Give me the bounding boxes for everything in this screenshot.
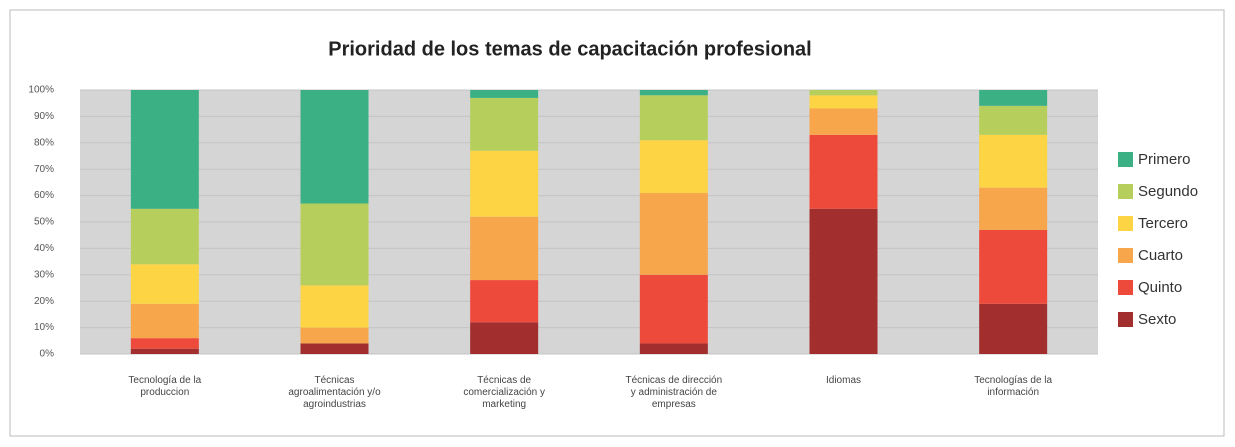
y-tick-label: 90% (34, 111, 54, 122)
legend-label: Segundo (1138, 183, 1198, 200)
bar-segment (130, 338, 199, 349)
bar-segment (639, 274, 708, 344)
legend-label: Tercero (1138, 215, 1188, 232)
bar-segment (470, 90, 539, 98)
y-tick-label: 80% (34, 137, 54, 148)
bar-segment (639, 343, 708, 354)
y-tick-label: 40% (34, 243, 54, 254)
legend-swatch (1118, 280, 1133, 295)
legend-label: Primero (1138, 151, 1191, 168)
legend-swatch (1118, 312, 1133, 327)
bar-segment (809, 208, 878, 354)
bar-segment (639, 192, 708, 275)
y-tick-label: 70% (34, 164, 54, 175)
bar-segment (979, 303, 1048, 354)
y-tick-label: 0% (40, 349, 55, 360)
x-tick-label: Técnicas agroalimentación y/o agroindustri… (288, 375, 381, 410)
bar-segment (470, 216, 539, 281)
bar-segment (979, 90, 1048, 106)
legend-swatch (1118, 248, 1133, 263)
bar-segment (300, 285, 369, 328)
x-tick-label: Tecnologías de la información (974, 375, 1052, 398)
bar-segment (809, 134, 878, 209)
bar-segment (300, 90, 369, 204)
bar-segment (300, 327, 369, 344)
bar-segment (979, 229, 1048, 304)
bar-segment (130, 90, 199, 209)
legend-label: Sexto (1138, 311, 1176, 328)
x-tick-label: Técnicas de comercialización y marketing (463, 375, 545, 410)
bar-segment (130, 208, 199, 265)
bar-segment (470, 150, 539, 217)
bar-segment (470, 280, 539, 323)
chart-title: Prioridad de los temas de capacitación p… (328, 38, 811, 60)
y-tick-label: 30% (34, 269, 54, 280)
legend-swatch (1118, 216, 1133, 231)
bar-segment (809, 108, 878, 135)
bar-segment (300, 343, 369, 354)
legend-swatch (1118, 152, 1133, 167)
x-tick-label: Técnicas de dirección y administración de… (625, 375, 722, 410)
bar-segment (639, 90, 708, 96)
y-tick-label: 100% (28, 85, 54, 96)
legend-label: Cuarto (1138, 247, 1183, 264)
bar-segment (979, 134, 1048, 188)
y-tick-label: 10% (34, 322, 54, 333)
bar-segment (809, 95, 878, 109)
bar-segment (130, 264, 199, 304)
x-tick-label: Idiomas (826, 375, 861, 386)
bar-segment (300, 203, 369, 286)
bar-segment (130, 303, 199, 339)
bar-segment (470, 322, 539, 354)
y-tick-label: 50% (34, 217, 54, 228)
bar-segment (639, 140, 708, 193)
x-tick-label: Tecnología de la produccion (128, 375, 201, 398)
bar-segment (809, 90, 878, 96)
bar-segment (639, 95, 708, 141)
legend-label: Quinto (1138, 279, 1182, 296)
bar-segment (470, 97, 539, 151)
bar-segment (979, 105, 1048, 135)
legend-swatch (1118, 184, 1133, 199)
y-tick-label: 20% (34, 296, 54, 307)
bar-segment (130, 348, 199, 354)
y-tick-label: 60% (34, 190, 54, 201)
bar-segment (979, 187, 1048, 230)
